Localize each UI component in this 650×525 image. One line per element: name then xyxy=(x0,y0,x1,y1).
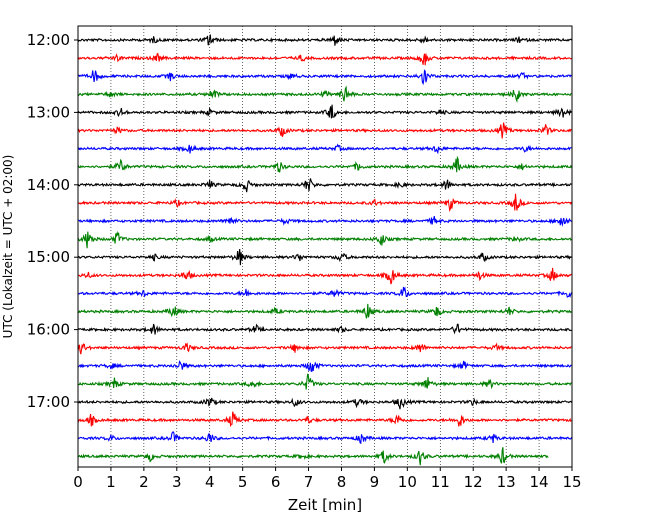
trace-1215 xyxy=(77,52,572,66)
x-tick-label-11: 11 xyxy=(431,473,450,491)
trace-1345 xyxy=(77,155,572,173)
y-tick-label-1: 13:00 xyxy=(27,103,70,121)
x-tick-label-0: 0 xyxy=(73,473,83,491)
x-tick-label-2: 2 xyxy=(139,473,149,491)
trace-1630 xyxy=(77,360,572,373)
x-axis-label: Zeit [min] xyxy=(288,496,362,514)
y-axis-label: UTC (Lokalzeit = UTC + 02:00) xyxy=(1,155,15,339)
x-ticks: 0 1 2 3 4 5 6 7 8 9 10 11 12 13 14 15 xyxy=(73,467,582,491)
x-tick-label-15: 15 xyxy=(562,473,581,491)
y-tick-label-2: 14:00 xyxy=(27,176,70,194)
x-tick-label-12: 12 xyxy=(464,473,483,491)
trace-1645 xyxy=(77,373,572,390)
x-tick-label-7: 7 xyxy=(304,473,314,491)
x-tick-label-8: 8 xyxy=(337,473,347,491)
x-tick-label-3: 3 xyxy=(172,473,182,491)
x-tick-label-5: 5 xyxy=(238,473,248,491)
x-tick-label-1: 1 xyxy=(106,473,116,491)
trace-1200 xyxy=(77,34,572,46)
x-tick-label-9: 9 xyxy=(370,473,380,491)
trace-1245 xyxy=(77,85,572,104)
x-tick-label-10: 10 xyxy=(398,473,417,491)
trace-1300 xyxy=(77,104,572,119)
trace-1515 xyxy=(77,267,572,285)
trace-1500 xyxy=(77,248,572,266)
plot-frame xyxy=(77,25,573,468)
trace-1230 xyxy=(77,69,572,86)
trace-1315 xyxy=(77,122,572,139)
trace-1600 xyxy=(77,323,572,335)
trace-1400 xyxy=(77,178,572,193)
trace-1745 xyxy=(77,447,549,466)
trace-1415 xyxy=(77,193,573,213)
y-tick-label-4: 16:00 xyxy=(27,321,70,339)
trace-1715 xyxy=(77,411,572,428)
y-tick-label-5: 17:00 xyxy=(27,393,70,411)
trace-layer xyxy=(77,34,573,466)
x-tick-label-14: 14 xyxy=(530,473,549,491)
x-tick-label-4: 4 xyxy=(205,473,215,491)
trace-1545 xyxy=(77,303,572,319)
x-tick-label-13: 13 xyxy=(497,473,516,491)
trace-1530 xyxy=(77,286,573,299)
y-ticks: 12:00 13:00 14:00 15:00 16:00 17:00 xyxy=(27,31,78,411)
trace-1445 xyxy=(77,230,572,249)
y-tick-label-0: 12:00 xyxy=(27,31,70,49)
x-tick-label-6: 6 xyxy=(271,473,281,491)
trace-1330 xyxy=(77,143,572,155)
y-tick-label-3: 15:00 xyxy=(27,248,70,266)
trace-1430 xyxy=(77,215,572,227)
trace-1615 xyxy=(77,342,572,355)
trace-1730 xyxy=(77,431,572,445)
trace-1700 xyxy=(77,397,572,410)
